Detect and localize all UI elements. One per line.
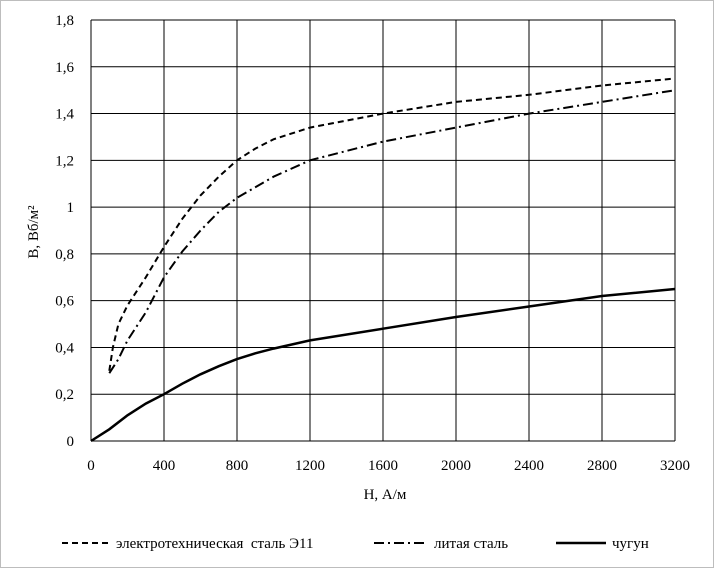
legend-label-3: чугун	[612, 536, 649, 552]
series-line-2	[108, 89, 676, 374]
y-tick-label: 1	[67, 200, 75, 216]
x-tick-label: 0	[87, 458, 95, 474]
curves	[90, 77, 676, 443]
x-tick-label: 3200	[660, 458, 690, 474]
x-tick-label: 1200	[295, 458, 325, 474]
series-line-1	[108, 77, 676, 371]
series-line-3	[90, 287, 676, 443]
y-tick-label: 1,2	[55, 153, 74, 169]
x-tick-label: 400	[153, 458, 176, 474]
x-tick-label: 2400	[514, 458, 544, 474]
y-tick-label: 1,4	[55, 107, 74, 123]
y-tick-label: 0,8	[55, 247, 74, 263]
x-tick-label: 2000	[441, 458, 471, 474]
x-tick-label: 800	[226, 458, 249, 474]
legend: электротехническая сталь Э11 литая сталь ч…	[62, 536, 649, 552]
y-tick-label: 1,6	[55, 60, 74, 76]
y-axis-label: B, Вб/м²	[26, 205, 42, 259]
y-tick-label: 0,4	[55, 340, 74, 356]
grid	[90, 19, 676, 442]
y-tick-label: 0,6	[55, 294, 74, 310]
y-tick-label: 1,8	[55, 13, 74, 29]
x-axis-label: H, А/м	[364, 487, 407, 503]
x-tick-label: 2800	[587, 458, 617, 474]
y-tick-label: 0,2	[55, 387, 74, 403]
y-tick-label: 0	[67, 434, 75, 450]
legend-label-2: литая сталь	[434, 536, 508, 552]
tick-labels: 0 400 800 1200 1600 2000 2400 2800 3200 0 0,2 0,4 0,…	[55, 13, 690, 474]
legend-label-1: электротехническая сталь Э11	[116, 536, 313, 552]
x-tick-label: 1600	[368, 458, 398, 474]
